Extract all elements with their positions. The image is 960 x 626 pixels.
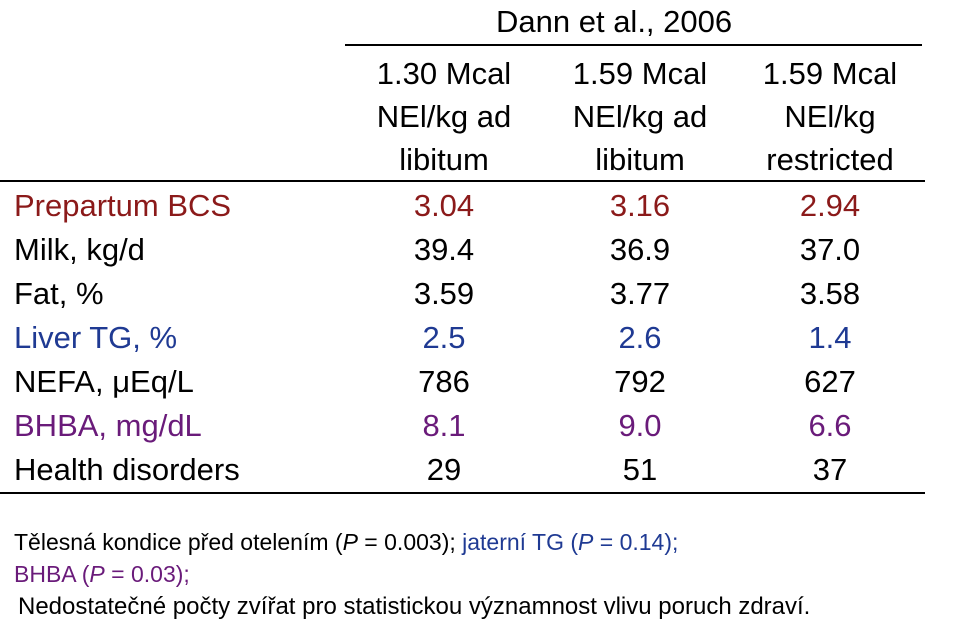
table-cell: 792 — [614, 364, 666, 399]
table-row: Milk, kg/d 39.4 36.9 37.0 — [0, 228, 960, 272]
table-row: Health disorders 29 51 37 — [0, 448, 960, 492]
table-cell: 51 — [622, 452, 658, 487]
column-header-line: libitum — [595, 142, 685, 177]
table-cell: 6.6 — [808, 408, 852, 443]
header-top-rule — [345, 44, 922, 46]
footnote-tg-text: jaterní TG ( — [462, 529, 579, 555]
table-row: Fat, % 3.59 3.77 3.58 — [0, 272, 960, 316]
table-cell: 37 — [812, 452, 848, 487]
column-header-line: NEl/kg — [784, 99, 876, 134]
table-cell: 3.58 — [799, 276, 861, 311]
column-header-line: 1.59 Mcal — [762, 56, 898, 91]
row-label: Fat, % — [14, 276, 104, 311]
footnote-bcs-text: Tělesná kondice před otelením ( — [14, 529, 343, 555]
table-row: BHBA, mg/dL 8.1 9.0 6.6 — [0, 404, 960, 448]
row-label: Health disorders — [14, 452, 240, 487]
header-bottom-rule — [0, 180, 925, 182]
table-cell: 2.94 — [799, 188, 861, 223]
table-cell: 1.4 — [808, 320, 852, 355]
table-cell: 39.4 — [413, 232, 475, 267]
footnote-line-2: BHBA (P = 0.03); — [14, 560, 190, 589]
table-cell: 2.6 — [618, 320, 662, 355]
column-header-line: NEl/kg ad — [572, 99, 708, 134]
footnote-bhba-text: BHBA ( — [14, 561, 90, 587]
row-label: NEFA, μEq/L — [14, 364, 194, 399]
footnote-tg-pvalue: = 0.14); — [593, 529, 679, 555]
column-header-line: 1.59 Mcal — [572, 56, 708, 91]
table-cell: 3.04 — [413, 188, 475, 223]
column-header-line: NEl/kg ad — [376, 99, 512, 134]
table-row: Liver TG, % 2.5 2.6 1.4 — [0, 316, 960, 360]
study-title: Dann et al., 2006 — [496, 4, 733, 39]
table-cell: 3.59 — [413, 276, 475, 311]
footnote-bcs-pvalue: = 0.003); — [357, 529, 463, 555]
table-cell: 8.1 — [422, 408, 466, 443]
row-label: Liver TG, % — [14, 320, 178, 355]
table-cell: 3.77 — [609, 276, 671, 311]
footnote-p-symbol: P — [578, 529, 594, 555]
table-cell: 37.0 — [799, 232, 861, 267]
table-cell: 36.9 — [609, 232, 671, 267]
table-cell: 786 — [418, 364, 470, 399]
row-label: Prepartum BCS — [14, 188, 232, 223]
table-cell: 29 — [426, 452, 462, 487]
column-header-2: 1.59 Mcal NEl/kg ad libitum — [545, 52, 735, 181]
footnote-line-1: Tělesná kondice před otelením (P = 0.003… — [14, 528, 678, 557]
footnote-bhba-pvalue: = 0.03); — [104, 561, 190, 587]
table-bottom-rule — [0, 492, 925, 494]
table-cell: 3.16 — [609, 188, 671, 223]
column-header-line: 1.30 Mcal — [376, 56, 512, 91]
table-cell: 627 — [804, 364, 856, 399]
table-cell: 2.5 — [422, 320, 466, 355]
table-cell: 9.0 — [618, 408, 662, 443]
footnote-p-symbol: P — [342, 529, 358, 555]
column-header-line: libitum — [399, 142, 489, 177]
column-header-line: restricted — [766, 142, 894, 177]
table-row: Prepartum BCS 3.04 3.16 2.94 — [0, 184, 960, 228]
row-label: Milk, kg/d — [14, 232, 145, 267]
footnote-line-3: Nedostatečné počty zvířat pro statistick… — [18, 593, 811, 620]
column-header-1: 1.30 Mcal NEl/kg ad libitum — [349, 52, 539, 181]
row-label: BHBA, mg/dL — [14, 408, 202, 443]
column-header-3: 1.59 Mcal NEl/kg restricted — [735, 52, 925, 181]
footnote-p-symbol: P — [89, 561, 105, 587]
table-row: NEFA, μEq/L 786 792 627 — [0, 360, 960, 404]
